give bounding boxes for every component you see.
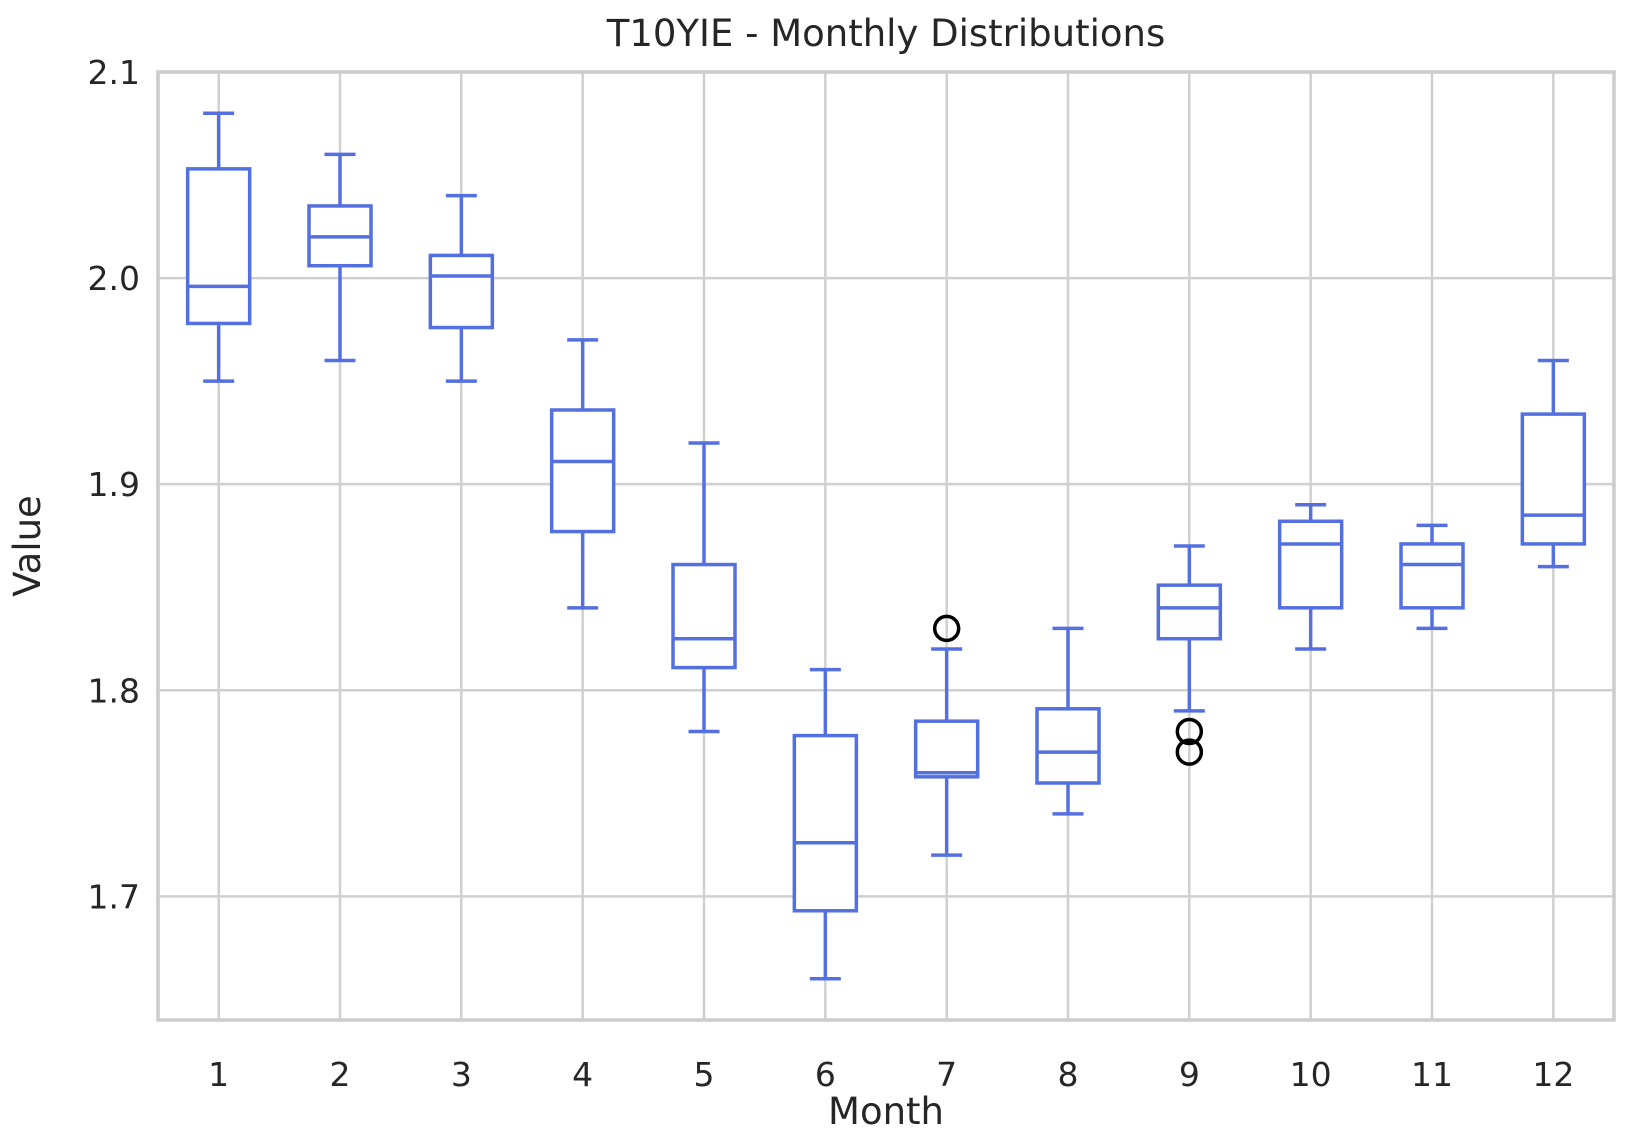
- y-tick-label: 2.0: [88, 259, 140, 298]
- box-month-5: [671, 441, 737, 734]
- box-month-6: [792, 667, 859, 981]
- x-tick-label: 12: [1532, 1055, 1574, 1094]
- iqr-box: [185, 167, 252, 326]
- x-tick-label: 9: [1179, 1055, 1200, 1094]
- iqr-box: [671, 562, 737, 670]
- y-tick-label: 1.9: [88, 465, 140, 504]
- x-tick-label: 3: [451, 1055, 472, 1094]
- iqr-box: [1156, 583, 1223, 641]
- y-axis-label: Value: [6, 495, 49, 597]
- plot-frame: [156, 70, 1616, 1022]
- box-month-4: [549, 338, 616, 610]
- box-month-1: [185, 111, 252, 383]
- iqr-box: [792, 733, 859, 913]
- iqr-box: [549, 408, 616, 534]
- box-month-3: [428, 193, 495, 383]
- chart-title: T10YIE - Monthly Distributions: [606, 12, 1166, 55]
- box-month-2: [307, 152, 373, 363]
- x-tick-label: 7: [936, 1055, 957, 1094]
- x-tick-label: 10: [1290, 1055, 1332, 1094]
- box-month-7: [913, 614, 980, 857]
- box-month-9: [1156, 544, 1223, 766]
- y-tick-label: 1.8: [88, 671, 140, 710]
- box-month-11: [1399, 523, 1465, 631]
- marks-layer: [185, 111, 1587, 981]
- y-tick-label: 2.1: [88, 53, 140, 92]
- x-axis-label: Month: [828, 1090, 944, 1133]
- x-tick-label: 4: [572, 1055, 593, 1094]
- outlier-point: [1175, 738, 1204, 766]
- x-tick-label: 5: [694, 1055, 715, 1094]
- box-month-12: [1520, 358, 1587, 569]
- outlier-point: [1175, 717, 1204, 746]
- iqr-box: [1035, 707, 1101, 785]
- y-tick-label: 1.7: [88, 877, 140, 916]
- iqr-box: [428, 253, 495, 330]
- iqr-box: [1399, 542, 1465, 610]
- box-month-8: [1035, 626, 1101, 816]
- box-month-10: [1277, 503, 1344, 651]
- outlier-point: [932, 614, 961, 643]
- grid-layer: [158, 70, 1614, 1020]
- iqr-box: [1277, 519, 1344, 610]
- iqr-box: [913, 719, 980, 779]
- x-tick-label: 6: [815, 1055, 836, 1094]
- x-tick-label: 1: [208, 1055, 229, 1094]
- x-tick-label: 11: [1411, 1055, 1453, 1094]
- ticks-layer: 1.71.81.92.02.11 2 3 4 5 6 7 8 9 10 11 12: [88, 53, 1575, 1094]
- iqr-box: [1520, 412, 1587, 546]
- x-tick-label: 8: [1058, 1055, 1079, 1094]
- x-tick-label: 2: [330, 1055, 351, 1094]
